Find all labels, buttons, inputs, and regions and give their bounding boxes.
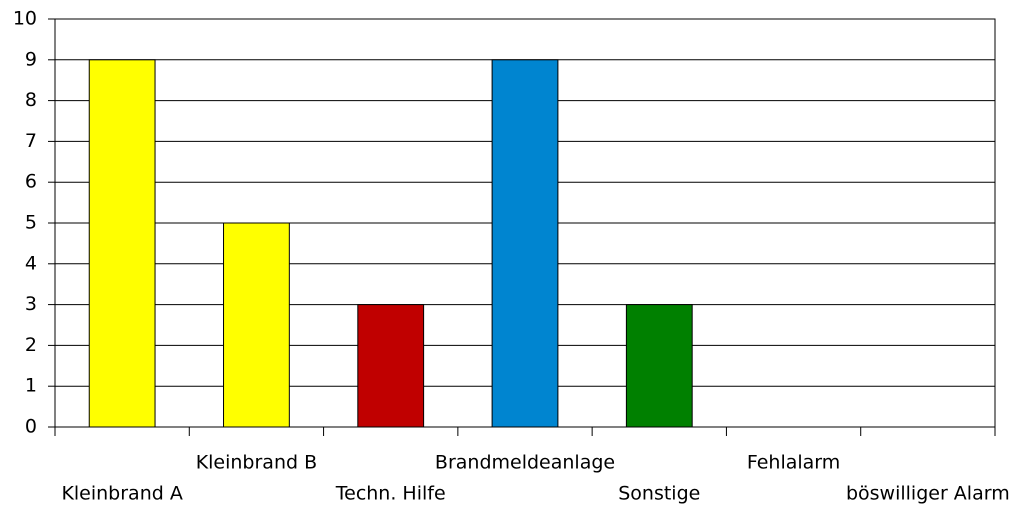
y-tick-label: 7 (25, 130, 37, 152)
y-tick-label: 0 (25, 416, 37, 438)
y-tick-label: 6 (25, 171, 37, 193)
bar (88, 59, 156, 428)
y-tick-label: 4 (25, 252, 37, 274)
x-tick-label: Techn. Hilfe (335, 483, 446, 505)
y-tick-label: 1 (25, 375, 37, 397)
y-tick-label: 5 (25, 212, 37, 234)
x-tick-label: Brandmeldeanlage (435, 452, 615, 474)
y-tick-label: 8 (25, 89, 37, 111)
x-tick-label: Fehlalarm (747, 452, 840, 474)
y-tick-label: 2 (25, 334, 37, 356)
bar (357, 304, 425, 428)
x-tick-label: böswilliger Alarm (846, 483, 1010, 505)
y-tick-label: 9 (25, 48, 37, 70)
bar (625, 304, 693, 428)
bar (223, 222, 290, 428)
y-tick-label: 3 (25, 293, 37, 315)
x-tick-label: Kleinbrand B (196, 452, 317, 474)
bar (491, 59, 559, 428)
x-tick-label: Sonstige (618, 483, 700, 505)
x-tick-label: Kleinbrand A (61, 483, 182, 505)
y-tick-label: 10 (13, 8, 37, 30)
